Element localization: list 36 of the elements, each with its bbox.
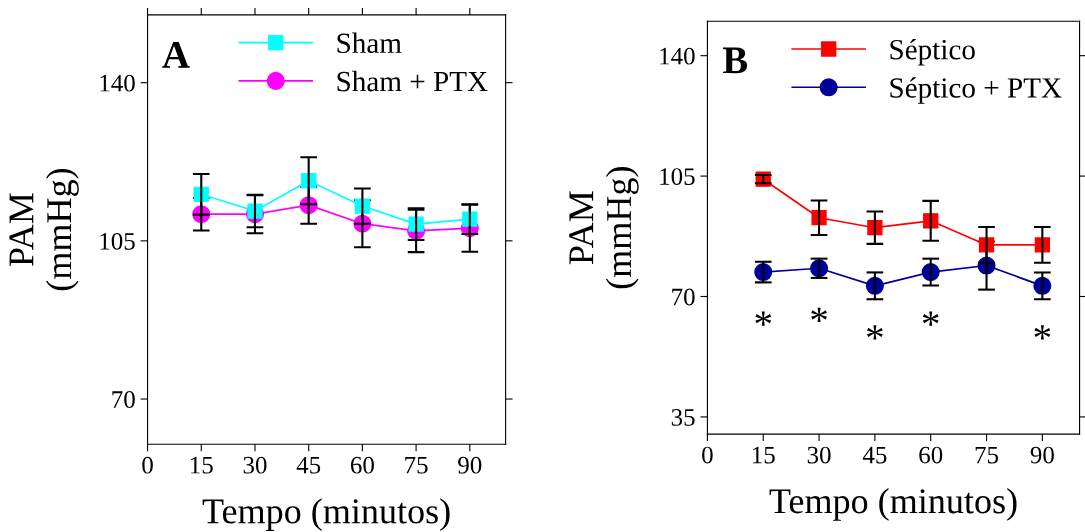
annotation: * [1034,325,1051,340]
x-tick-label: 15 [190,456,213,474]
x-tick-label: 30 [807,446,831,464]
annotation: * [922,311,939,326]
annotation: * [867,325,883,340]
x-tick-label: 45 [862,446,887,464]
x-tick-label: 0 [702,446,713,464]
x-axis-title: Tempo (minutos) [769,488,1017,521]
y-tick-label: 70 [672,288,695,306]
x-tick-label: 15 [752,446,775,464]
x-tick-label: 75 [975,446,999,464]
y-axis-title: PAM (mmHg) [569,167,639,289]
y-tick-label: 105 [100,232,135,250]
x-tick-label: 90 [458,456,482,474]
legend-label: Séptico + PTX [890,77,1062,104]
x-tick-label: 60 [350,456,374,474]
x-tick-label: 90 [1030,446,1054,464]
annotation: B [722,47,748,74]
x-axis-title: Tempo (minutos) [202,498,450,531]
legend-label: Sham [337,32,402,54]
y-tick-label: 140 [100,74,135,92]
y-tick-label: 35 [671,409,695,426]
annotation: * [811,307,827,322]
x-tick-label: 45 [296,456,321,474]
legend-label: Séptico [890,38,975,66]
y-tick-label: 140 [660,47,695,65]
x-tick-label: 60 [919,446,943,464]
x-tick-label: 0 [142,456,153,474]
y-axis-title: PAM (mmHg) [9,168,79,291]
annotation: * [755,311,772,326]
annotation: A [162,41,190,68]
y-tick-label: 70 [112,391,135,408]
y-tick-label: 105 [660,168,695,186]
x-tick-label: 30 [243,456,267,474]
x-tick-label: 75 [405,457,428,474]
legend-label: Sham + PTX [337,70,488,92]
